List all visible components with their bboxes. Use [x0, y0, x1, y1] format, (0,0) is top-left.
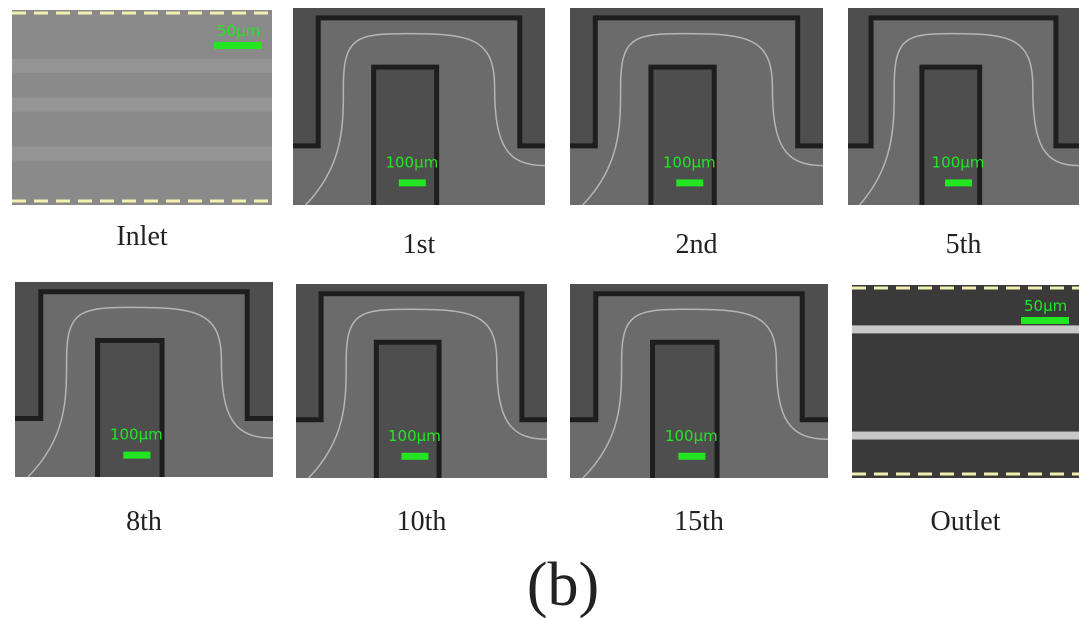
- micrograph: 100μm: [15, 282, 273, 477]
- scale-bar: [399, 179, 426, 186]
- scale-bar: [123, 452, 150, 459]
- scale-bar: [676, 179, 703, 186]
- image-content: [15, 282, 273, 477]
- micrograph: 100μm: [570, 284, 828, 478]
- band: [12, 59, 272, 73]
- panel-label: 15th: [674, 506, 724, 537]
- panel-label: 10th: [397, 506, 447, 537]
- image-content: [570, 284, 828, 478]
- micrograph: 100μm: [570, 8, 823, 205]
- scale-bar-label: 100μm: [932, 153, 985, 171]
- scale-bar: [401, 453, 428, 460]
- micrograph: 100μm: [293, 8, 545, 205]
- stream-band: [852, 325, 1079, 333]
- scale-bar-label: 100μm: [663, 153, 716, 171]
- image-content: 50μm: [12, 10, 272, 205]
- image-content: [570, 8, 823, 205]
- panel-label: Inlet: [116, 221, 168, 252]
- image-content: [293, 8, 545, 205]
- panel-label: 5th: [946, 229, 982, 260]
- micrograph: 50μm: [852, 285, 1079, 478]
- band: [12, 147, 272, 161]
- scale-bar-label: 100μm: [110, 426, 163, 444]
- micrograph: 100μm: [296, 284, 547, 478]
- scale-bar-label: 100μm: [665, 427, 718, 445]
- scale-bar-label: 50μm: [217, 22, 260, 40]
- image-content: [848, 8, 1079, 205]
- micrograph: 100μm: [848, 8, 1079, 205]
- scale-bar: [678, 453, 705, 460]
- caption: (b): [527, 551, 599, 618]
- scale-bar-label: 100μm: [385, 153, 438, 171]
- scale-bar: [1021, 317, 1069, 324]
- stream-band: [852, 432, 1079, 440]
- scale-bar-label: 100μm: [388, 427, 441, 445]
- panel-label: Outlet: [931, 506, 1001, 537]
- band: [12, 98, 272, 112]
- scale-bar: [214, 42, 262, 49]
- panel-label: 2nd: [676, 229, 718, 260]
- scale-bar: [945, 179, 972, 186]
- panel-label: 8th: [126, 506, 162, 537]
- image-content: 50μm: [852, 285, 1079, 478]
- figure: (b) 50μm Inlet 100μm 1st 100μm 2nd 100μm 5th 100…: [0, 0, 1079, 618]
- scale-bar-label: 50μm: [1024, 297, 1067, 315]
- panel-label: 1st: [403, 229, 436, 260]
- image-content: [296, 284, 547, 478]
- micrograph: 50μm: [12, 10, 272, 205]
